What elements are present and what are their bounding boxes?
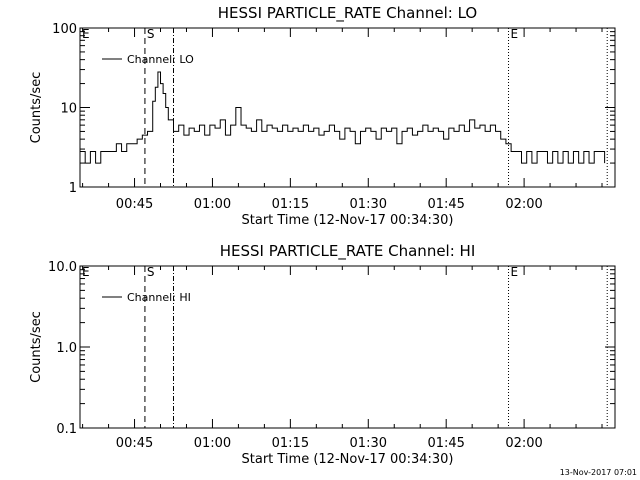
event-marker-label: E (82, 27, 90, 41)
x-axis-label: Start Time (12-Nov-17 00:34:30) (242, 452, 454, 467)
y-axis-label: Counts/sec (29, 311, 44, 383)
x-tick-label: 01:30 (350, 197, 387, 212)
x-axis-label: Start Time (12-Nov-17 00:34:30) (242, 213, 454, 228)
y-tick-label: 100 (52, 22, 77, 37)
event-marker-label: S (147, 265, 155, 279)
y-tick-label: 1 (69, 181, 77, 196)
y-tick-label: 10.0 (48, 260, 77, 275)
y-tick-label: 0.1 (56, 422, 77, 437)
x-tick-label: 01:15 (272, 197, 309, 212)
x-tick-label: 01:15 (272, 436, 309, 451)
x-tick-label: 02:00 (505, 197, 542, 212)
legend-entry: Channel: LO (127, 53, 194, 66)
x-tick-label: 01:45 (427, 436, 464, 451)
x-tick-label: 01:00 (194, 436, 231, 451)
x-tick-label: 01:30 (350, 436, 387, 451)
y-axis-label: Counts/sec (29, 72, 44, 144)
x-tick-label: 00:45 (116, 197, 153, 212)
event-marker-label: S (147, 27, 155, 41)
y-tick-label: 10 (60, 102, 77, 117)
footer-timestamp: 13-Nov-2017 07:01 (560, 468, 637, 477)
event-marker-label: E (511, 265, 519, 279)
x-tick-label: 02:00 (505, 436, 542, 451)
series-line (80, 71, 606, 164)
y-tick-label: 1.0 (56, 341, 77, 356)
lo-channel-panel: HESSI PARTICLE_RATE Channel: LO 1 10 100 00:… (29, 4, 616, 228)
chart-title: HESSI PARTICLE_RATE Channel: LO (218, 4, 477, 23)
event-marker-label: E (511, 27, 519, 41)
x-tick-label: 00:45 (116, 436, 153, 451)
x-tick-label: 01:00 (194, 197, 231, 212)
legend-entry: Channel: HI (127, 291, 191, 304)
event-marker-label: E (82, 265, 90, 279)
chart-title: HESSI PARTICLE_RATE Channel: HI (220, 242, 476, 261)
hi-channel-panel: HESSI PARTICLE_RATE Channel: HI 0.1 1.0 10.… (29, 242, 616, 467)
x-tick-label: 01:45 (427, 197, 464, 212)
